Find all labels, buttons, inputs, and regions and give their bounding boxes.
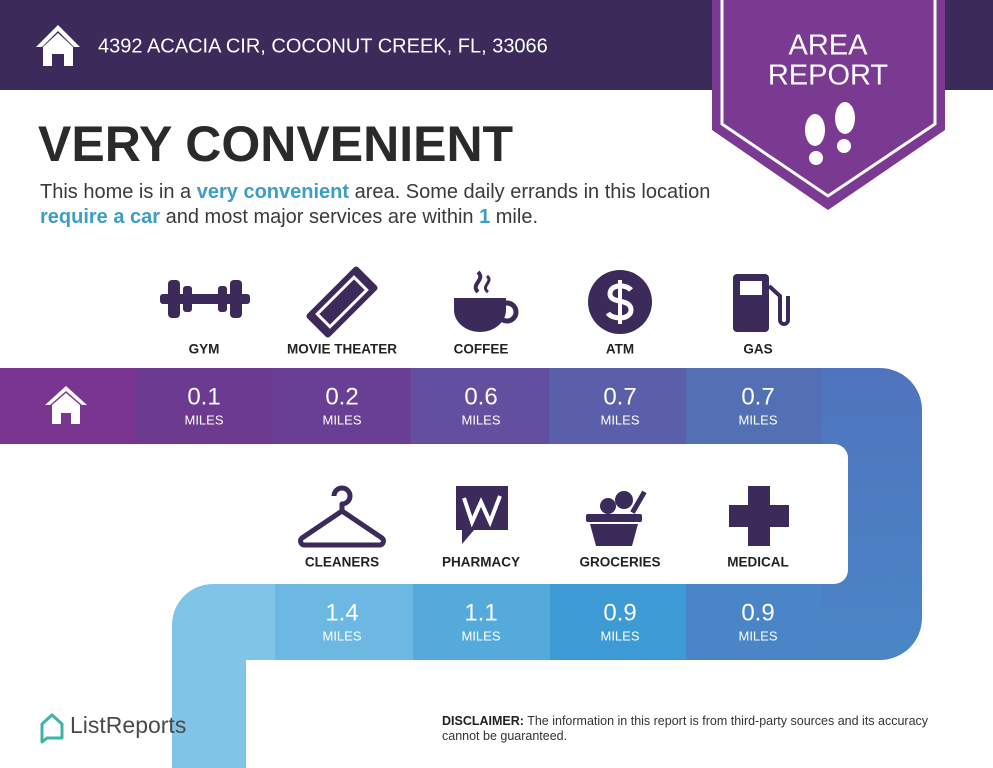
disclaimer-label: DISCLAIMER: (442, 714, 524, 728)
route-turn (172, 584, 280, 768)
groceries-icon (586, 490, 647, 546)
badge-border (720, 0, 937, 198)
badge-line: AREA (789, 30, 869, 62)
service-unit: MILES (322, 628, 361, 643)
gym-icon (160, 280, 250, 318)
description: This home is in a very convenient area. … (40, 180, 720, 230)
coffee-icon (454, 270, 519, 332)
gas-icon (733, 274, 790, 332)
service-distance: 0.2 (325, 383, 358, 410)
route-cell (686, 368, 822, 444)
service-distance: 0.1 (187, 383, 220, 410)
medical-icon (729, 505, 789, 527)
service-name: CLEANERS (305, 555, 379, 570)
description-text: This home is in a (40, 181, 197, 203)
service-name: ATM (606, 342, 634, 357)
service-name: GYM (189, 342, 220, 357)
service-name: GAS (743, 342, 772, 357)
route-gap (245, 444, 848, 584)
service-unit: MILES (184, 412, 223, 427)
service-distance: 1.4 (325, 599, 358, 626)
route-cell (686, 584, 822, 660)
service-unit: MILES (461, 628, 500, 643)
route-cell (411, 368, 549, 444)
service-distance: 0.7 (603, 383, 636, 410)
service-unit: MILES (738, 628, 777, 643)
home-icon (36, 25, 80, 66)
disclaimer-text: The information in this report is from t… (442, 714, 929, 743)
footprints (805, 102, 855, 165)
service-name: PHARMACY (442, 555, 520, 570)
highlight-text: very convenient (196, 181, 350, 203)
service-distance: 0.9 (603, 599, 636, 626)
logo-icon (40, 713, 64, 744)
highlight-text: require a car (40, 206, 161, 228)
description-text: area. Some daily errands in this locatio… (349, 181, 711, 203)
hanger-icon (298, 485, 386, 548)
description-text: mile. (490, 206, 539, 228)
pharmacy-icon (456, 486, 508, 544)
service-name: COFFEE (454, 342, 509, 357)
service-unit: MILES (600, 628, 639, 643)
atm-icon (588, 270, 652, 334)
highlight-text: 1 (479, 206, 491, 228)
route-cell (273, 368, 411, 444)
service-distance: 0.7 (741, 383, 774, 410)
logo: ListReports (70, 712, 186, 738)
route-cell (135, 368, 273, 444)
route-turn (800, 368, 922, 660)
service-distance: 1.1 (464, 599, 497, 626)
home-icon (45, 386, 87, 424)
disclaimer: DISCLAIMER: The information in this repo… (442, 714, 962, 744)
service-unit: MILES (322, 412, 361, 427)
service-unit: MILES (738, 412, 777, 427)
badge-line: REPORT (768, 60, 889, 92)
route-cell (413, 584, 550, 660)
route-cell (550, 584, 686, 660)
service-name: MEDICAL (727, 555, 789, 570)
service-name: GROCERIES (579, 555, 660, 570)
service-icons (160, 266, 790, 548)
route-cell (549, 368, 686, 444)
service-unit: MILES (461, 412, 500, 427)
description-text: and most major services are within (160, 206, 480, 228)
route-cell (275, 584, 413, 660)
service-distance: 0.9 (741, 599, 774, 626)
service-name: MOVIE THEATER (287, 342, 397, 357)
address: 4392 ACACIA CIR, COCONUT CREEK, FL, 3306… (98, 35, 548, 57)
headline: VERY CONVENIENT (38, 116, 513, 172)
service-unit: MILES (600, 412, 639, 427)
service-distance: 0.6 (464, 383, 497, 410)
ticket-icon (306, 266, 378, 338)
